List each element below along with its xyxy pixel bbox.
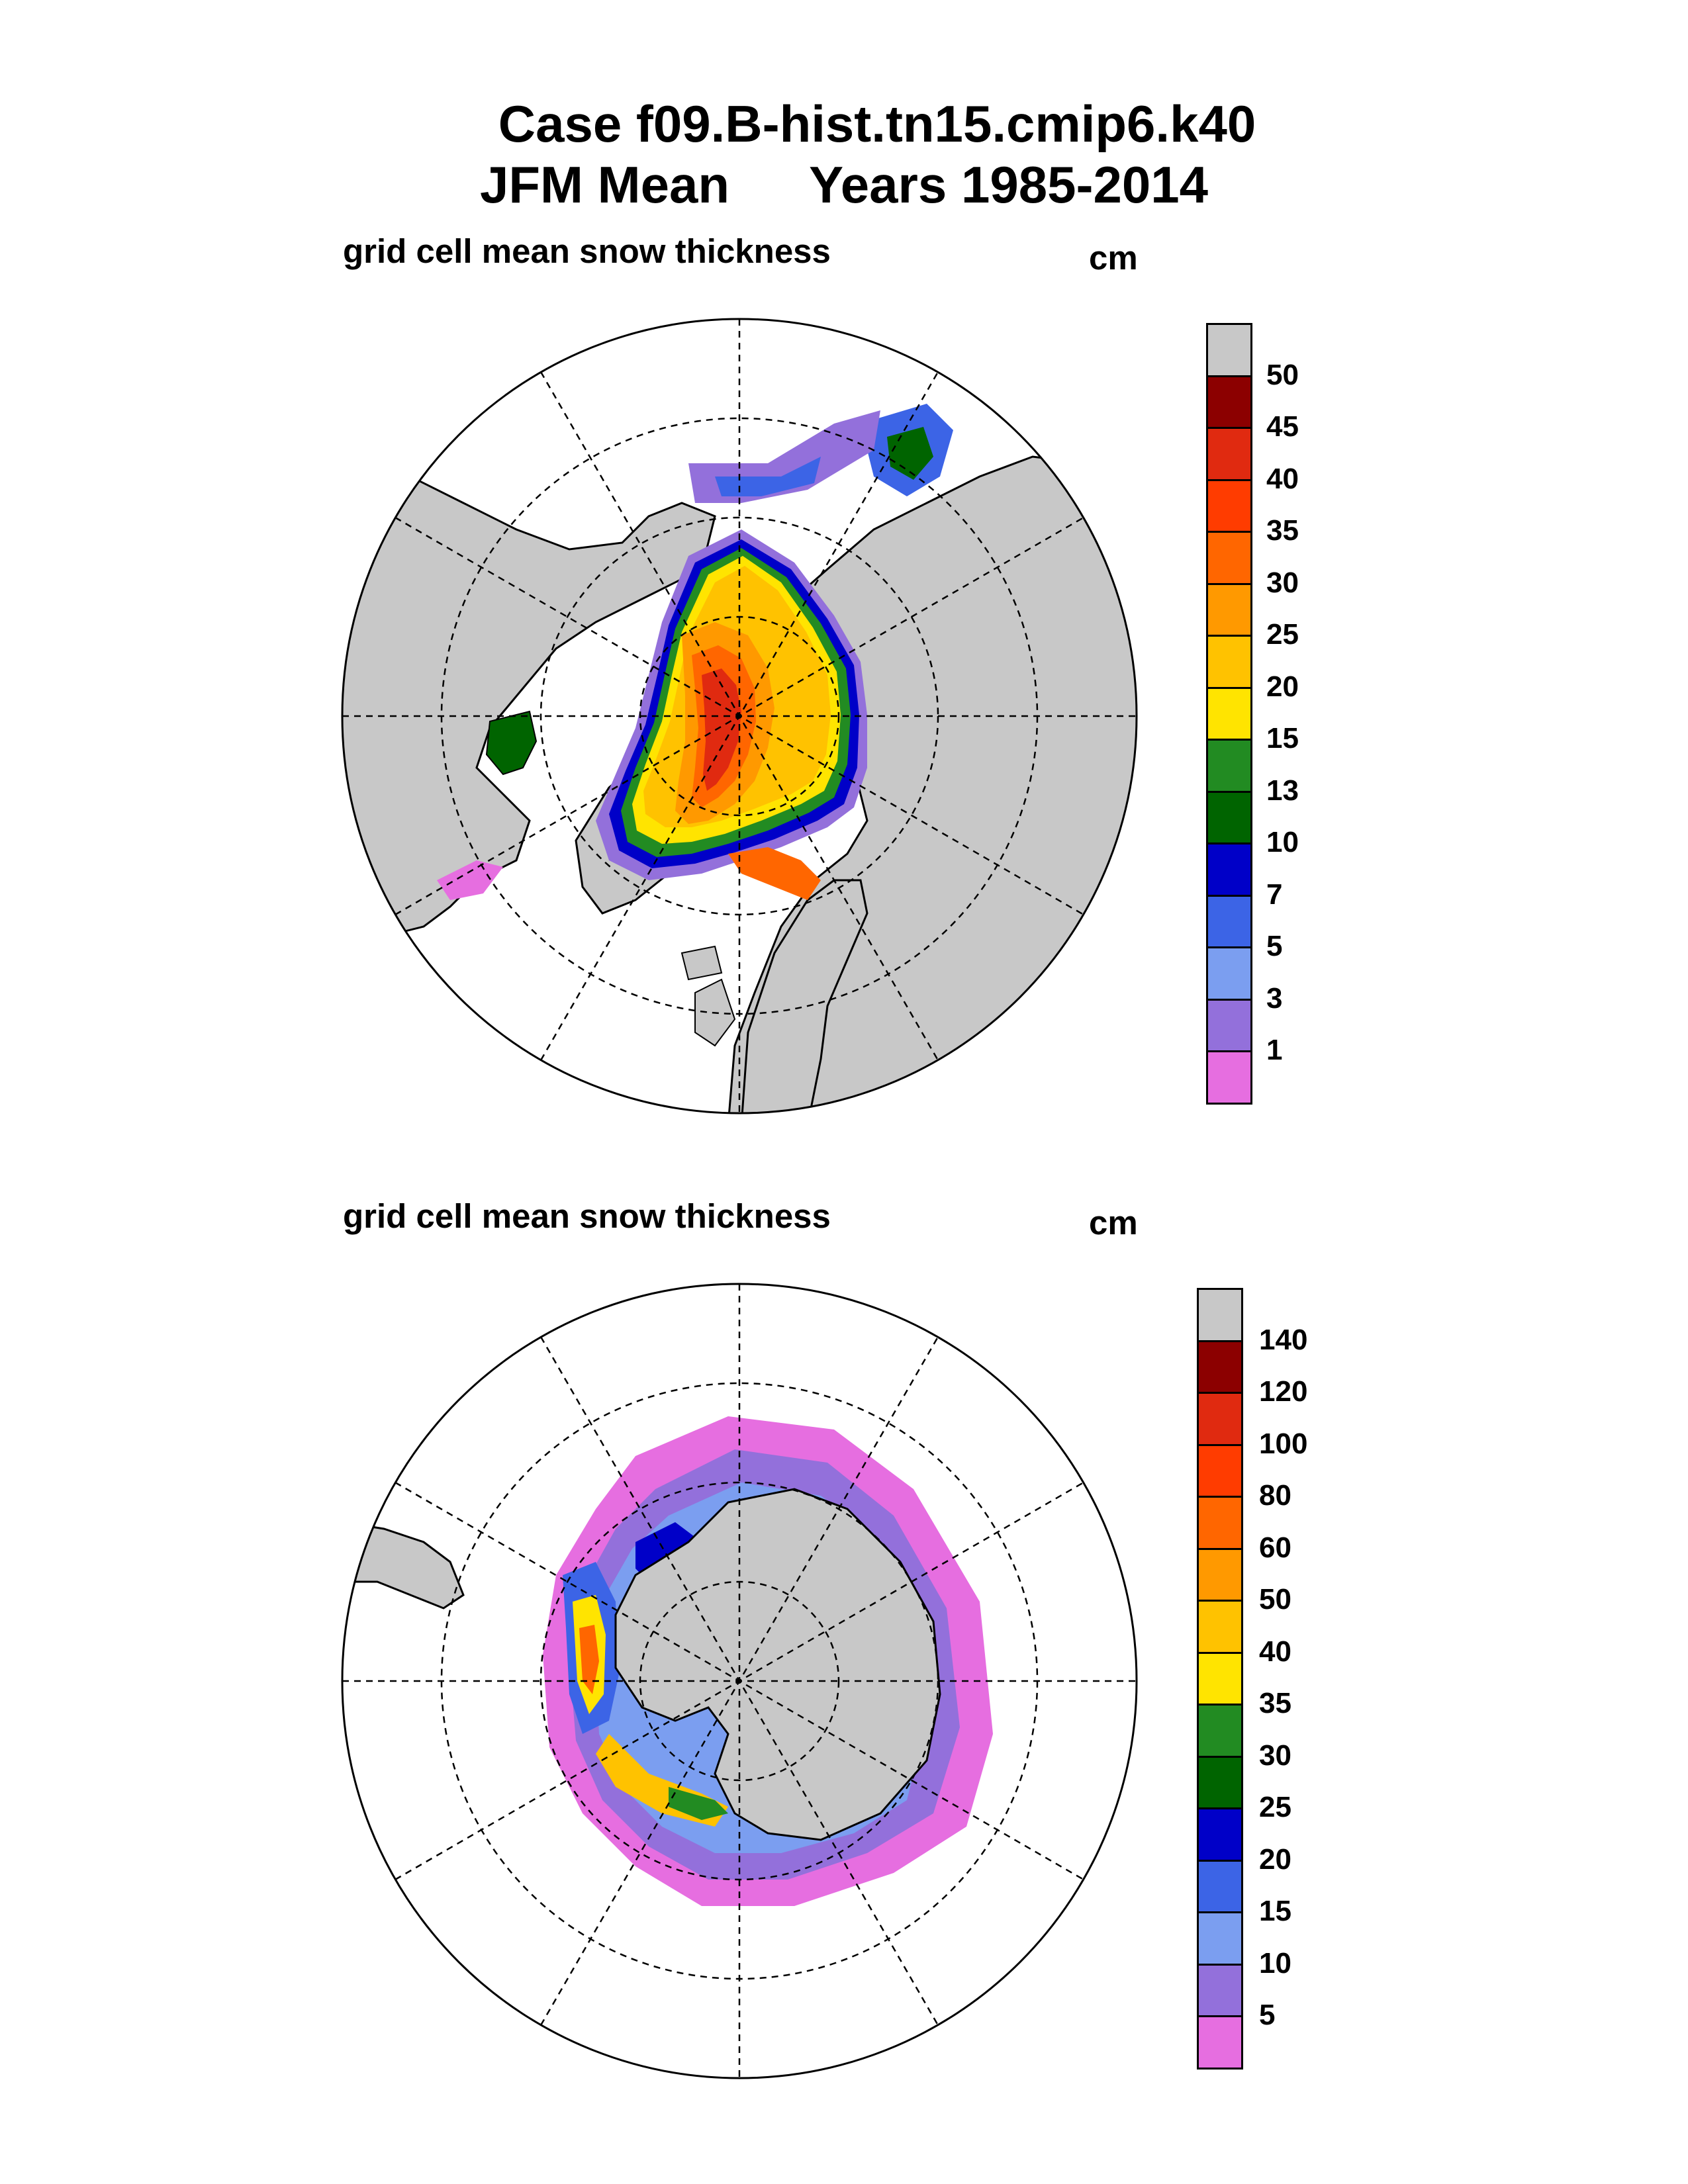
colorbar-swatch	[1206, 842, 1252, 897]
colorbar-tick-label: 1	[1266, 1034, 1283, 1066]
sh-map	[342, 1284, 1137, 2078]
colorbar-swatch	[1197, 1600, 1243, 1654]
colorbar-tick-label: 10	[1266, 826, 1299, 858]
colorbar-swatch	[1197, 1547, 1243, 1602]
colorbar-tick-label: 25	[1266, 618, 1299, 651]
colorbar-swatch	[1206, 894, 1252, 948]
colorbar-tick-label: 13	[1266, 774, 1299, 807]
colorbar-swatch	[1197, 1807, 1243, 1862]
colorbar-tick-label: 30	[1259, 1739, 1291, 1772]
colorbar-tick-label: 15	[1266, 722, 1299, 754]
case-title: Case f09.B-hist.tn15.cmip6.k40	[498, 95, 1256, 153]
colorbar-tick-label: 20	[1259, 1843, 1291, 1876]
colorbar-tick-label: 40	[1259, 1635, 1291, 1668]
nh-map-border	[341, 318, 1138, 1115]
colorbar-tick-label: 3	[1266, 981, 1283, 1015]
colorbar-tick-label: 30	[1266, 566, 1299, 599]
nh-land-scandinavia	[740, 879, 868, 1113]
colorbar-swatch	[1206, 686, 1252, 741]
colorbar-swatch	[1197, 1392, 1243, 1446]
colorbar-tick-label: 140	[1259, 1323, 1308, 1356]
colorbar-swatch	[1197, 1496, 1243, 1550]
sh-land-south-america	[342, 1521, 465, 1610]
colorbar-swatch	[1197, 1911, 1243, 1966]
colorbar-swatch	[1197, 1704, 1243, 1758]
colorbar-tick-label: 7	[1266, 878, 1283, 911]
nh-unit-label: cm	[1089, 239, 1138, 277]
sh-graticule	[342, 1284, 1137, 2078]
colorbar-tick-label: 35	[1259, 1687, 1291, 1719]
colorbar-tick-label: 15	[1259, 1895, 1291, 1927]
nh-snow-field	[437, 404, 953, 900]
colorbar-tick-label: 80	[1259, 1479, 1291, 1512]
colorbar-tick-label: 50	[1266, 358, 1299, 391]
colorbar-tick-label: 60	[1259, 1531, 1291, 1564]
colorbar-swatch	[1197, 2015, 1243, 2070]
colorbar-swatch	[1206, 582, 1252, 637]
nh-panel-title: grid cell mean snow thickness	[343, 232, 831, 270]
colorbar-tick-label: 5	[1259, 1999, 1276, 2031]
colorbar-swatch	[1197, 1755, 1243, 1809]
colorbar-swatch	[1206, 427, 1252, 481]
colorbar-swatch	[1197, 1651, 1243, 1706]
colorbar-tick-label: 5	[1266, 930, 1283, 962]
nh-hudson-bay	[485, 710, 538, 776]
colorbar-swatch	[1206, 531, 1252, 585]
colorbar-swatch	[1197, 1443, 1243, 1498]
colorbar-swatch	[1206, 998, 1252, 1052]
period-title: JFM Mean Years 1985-2014	[0, 159, 1688, 210]
colorbar-swatch	[1206, 790, 1252, 844]
sh-panel-title: grid cell mean snow thickness	[343, 1197, 831, 1235]
nh-land-iceland	[680, 945, 723, 981]
nh-map	[342, 319, 1137, 1113]
colorbar-tick-label: 120	[1259, 1375, 1308, 1408]
sh-map-border	[341, 1283, 1138, 2079]
colorbar-swatch	[1197, 1340, 1243, 1394]
colorbar-swatch	[1197, 1859, 1243, 1913]
years-label: Years 1985-2014	[809, 156, 1208, 214]
colorbar-tick-label: 10	[1259, 1946, 1291, 1979]
sh-unit-label: cm	[1089, 1204, 1138, 1242]
colorbar-swatch	[1206, 1050, 1252, 1105]
colorbar-tick-label: 100	[1259, 1427, 1308, 1460]
colorbar-tick-label: 40	[1266, 462, 1299, 495]
colorbar-tick-label: 35	[1266, 514, 1299, 547]
sh-land-antarctica	[614, 1488, 941, 1841]
season-label: JFM Mean	[480, 156, 730, 214]
colorbar-swatch	[1197, 1288, 1243, 1342]
colorbar-swatch	[1206, 946, 1252, 1001]
colorbar-tick-label: 20	[1266, 670, 1299, 703]
nh-land-north-america	[342, 462, 716, 941]
colorbar-swatch	[1206, 739, 1252, 793]
colorbar-tick-label: 45	[1266, 410, 1299, 443]
colorbar-swatch	[1206, 478, 1252, 533]
colorbar-tick-label: 50	[1259, 1583, 1291, 1615]
colorbar-swatch	[1206, 635, 1252, 689]
nh-graticule	[342, 319, 1137, 1113]
colorbar-tick-label: 25	[1259, 1791, 1291, 1823]
colorbar-swatch	[1206, 323, 1252, 377]
colorbar-swatch	[1197, 1963, 1243, 2017]
colorbar-swatch	[1206, 375, 1252, 429]
